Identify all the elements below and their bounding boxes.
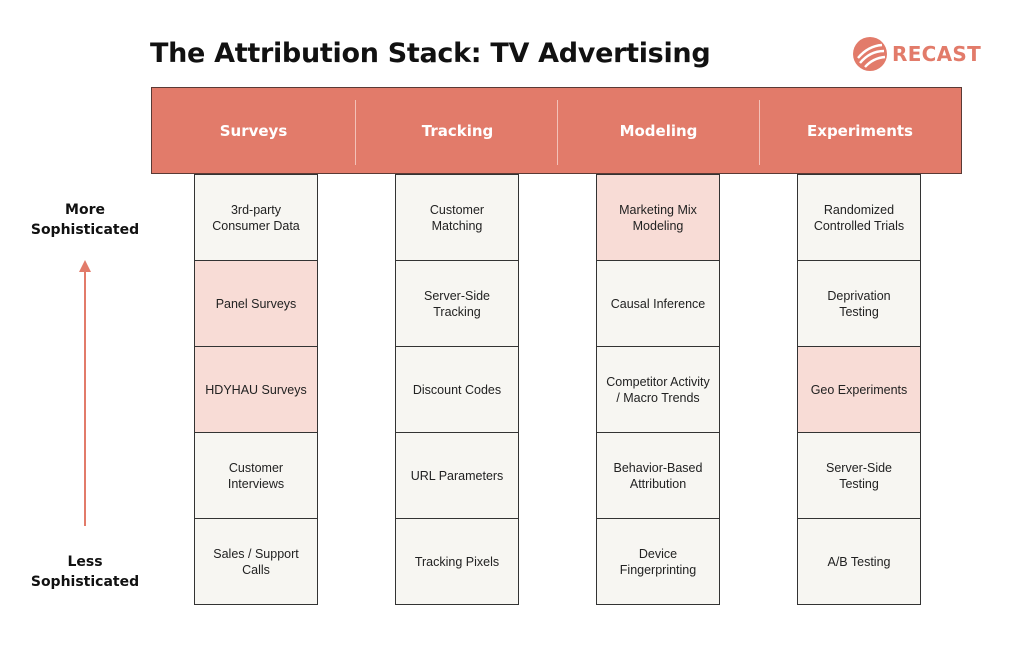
column-tracking: Customer Matching Server-Side Tracking D… xyxy=(395,174,519,605)
method-cell: Server-Side Tracking xyxy=(395,260,519,347)
more-sophisticated-label: More Sophisticated xyxy=(30,202,140,238)
method-cell: Deprivation Testing xyxy=(797,260,921,347)
column-experiments: Randomized Controlled Trials Deprivation… xyxy=(797,174,921,605)
recast-logo: RECAST xyxy=(852,36,981,72)
method-cell: Discount Codes xyxy=(395,346,519,433)
header-tracking: Tracking xyxy=(421,121,494,140)
method-cell: 3rd-party Consumer Data xyxy=(194,174,318,261)
header-divider xyxy=(759,100,760,165)
header-experiments: Experiments xyxy=(807,121,913,140)
diagram-title: The Attribution Stack: TV Advertising xyxy=(150,38,711,69)
method-cell: A/B Testing xyxy=(797,518,921,605)
method-cell: Device Fingerprinting xyxy=(596,518,720,605)
column-modeling: Marketing Mix Modeling Causal Inference … xyxy=(596,174,720,605)
logo-text: RECAST xyxy=(892,42,982,66)
method-cell: Tracking Pixels xyxy=(395,518,519,605)
method-cell: Causal Inference xyxy=(596,260,720,347)
method-cell: Behavior-Based Attribution xyxy=(596,432,720,519)
category-header-band: Surveys Tracking Modeling Experiments xyxy=(151,87,962,174)
method-cell: Marketing Mix Modeling xyxy=(596,174,720,261)
less-sophisticated-label: Less Sophisticated xyxy=(30,554,140,590)
method-cell: Customer Interviews xyxy=(194,432,318,519)
header-divider xyxy=(355,100,356,165)
column-surveys: 3rd-party Consumer Data Panel Surveys HD… xyxy=(194,174,318,605)
method-cell: Randomized Controlled Trials xyxy=(797,174,921,261)
method-cell: Competitor Activity / Macro Trends xyxy=(596,346,720,433)
method-cell: Sales / Support Calls xyxy=(194,518,318,605)
method-cell: Geo Experiments xyxy=(797,346,921,433)
arrow-up-icon xyxy=(79,260,91,526)
header-surveys: Surveys xyxy=(219,121,288,140)
method-cell: Customer Matching xyxy=(395,174,519,261)
header-divider xyxy=(557,100,558,165)
recast-logo-icon xyxy=(853,37,887,71)
method-cell: Server-Side Testing xyxy=(797,432,921,519)
method-cell: URL Parameters xyxy=(395,432,519,519)
method-cell: Panel Surveys xyxy=(194,260,318,347)
header-modeling: Modeling xyxy=(619,121,698,140)
method-cell: HDYHAU Surveys xyxy=(194,346,318,433)
